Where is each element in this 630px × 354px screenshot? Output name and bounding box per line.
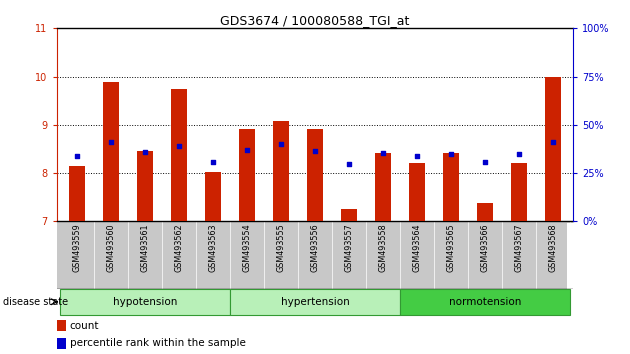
Bar (375, 153, 391, 221)
Bar (103, 82, 118, 221)
Text: disease state: disease state (3, 297, 68, 307)
Bar (341, 209, 357, 221)
Text: GSM493560: GSM493560 (106, 223, 115, 272)
Text: hypertension: hypertension (280, 297, 350, 307)
Bar (545, 76, 561, 221)
Text: GSM493558: GSM493558 (379, 223, 387, 272)
Bar (57, 338, 66, 349)
Point (106, 139, 116, 144)
Bar (273, 121, 289, 221)
Bar (444, 153, 459, 221)
Bar (478, 203, 493, 221)
Bar (171, 88, 186, 221)
Text: hypotension: hypotension (113, 297, 177, 307)
Point (310, 148, 320, 154)
Text: GSM493566: GSM493566 (481, 223, 490, 272)
Point (242, 148, 252, 153)
Title: GDS3674 / 100080588_TGI_at: GDS3674 / 100080588_TGI_at (220, 14, 410, 27)
Bar (60, 289, 230, 315)
Text: GSM493565: GSM493565 (447, 223, 455, 272)
Bar (239, 129, 255, 221)
Point (344, 161, 354, 167)
Point (548, 139, 558, 144)
Text: GSM493559: GSM493559 (72, 223, 82, 272)
Bar (410, 164, 425, 221)
Text: count: count (69, 321, 99, 331)
Text: GSM493564: GSM493564 (413, 223, 421, 272)
Text: GSM493555: GSM493555 (277, 223, 285, 272)
Text: GSM493557: GSM493557 (345, 223, 353, 272)
Bar (400, 289, 570, 315)
Point (514, 151, 524, 156)
Text: GSM493568: GSM493568 (548, 223, 558, 272)
Point (174, 143, 184, 148)
Text: normotension: normotension (449, 297, 521, 307)
Bar (307, 129, 323, 221)
Bar (230, 289, 400, 315)
Point (276, 141, 286, 147)
Point (208, 159, 218, 165)
Point (480, 160, 490, 165)
Text: GSM493563: GSM493563 (209, 223, 217, 272)
Point (378, 150, 388, 156)
Bar (69, 166, 85, 221)
Point (412, 153, 422, 159)
Text: GSM493556: GSM493556 (311, 223, 319, 272)
Point (72, 153, 82, 159)
Bar (205, 172, 220, 221)
Bar (137, 151, 152, 221)
Point (446, 151, 456, 156)
Text: percentile rank within the sample: percentile rank within the sample (69, 338, 246, 348)
Text: GSM493567: GSM493567 (515, 223, 524, 272)
Bar (57, 320, 66, 331)
Bar (512, 164, 527, 221)
Text: GSM493562: GSM493562 (175, 223, 183, 272)
Text: GSM493554: GSM493554 (243, 223, 251, 272)
Text: GSM493561: GSM493561 (140, 223, 149, 272)
Point (140, 149, 150, 155)
